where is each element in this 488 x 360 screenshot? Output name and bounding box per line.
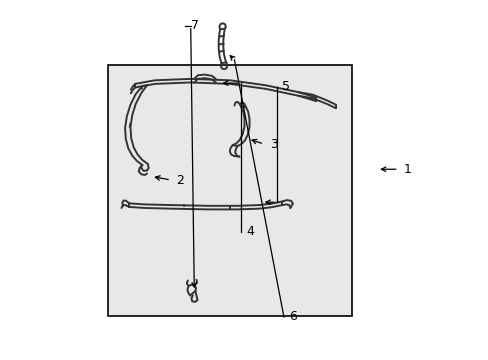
Text: 6: 6: [289, 310, 297, 324]
Text: 3: 3: [269, 138, 277, 150]
FancyBboxPatch shape: [108, 65, 351, 316]
Text: 2: 2: [176, 174, 184, 186]
Text: 5: 5: [282, 80, 289, 93]
Text: 7: 7: [190, 19, 198, 32]
Text: 4: 4: [246, 225, 254, 238]
Text: 1: 1: [403, 163, 411, 176]
